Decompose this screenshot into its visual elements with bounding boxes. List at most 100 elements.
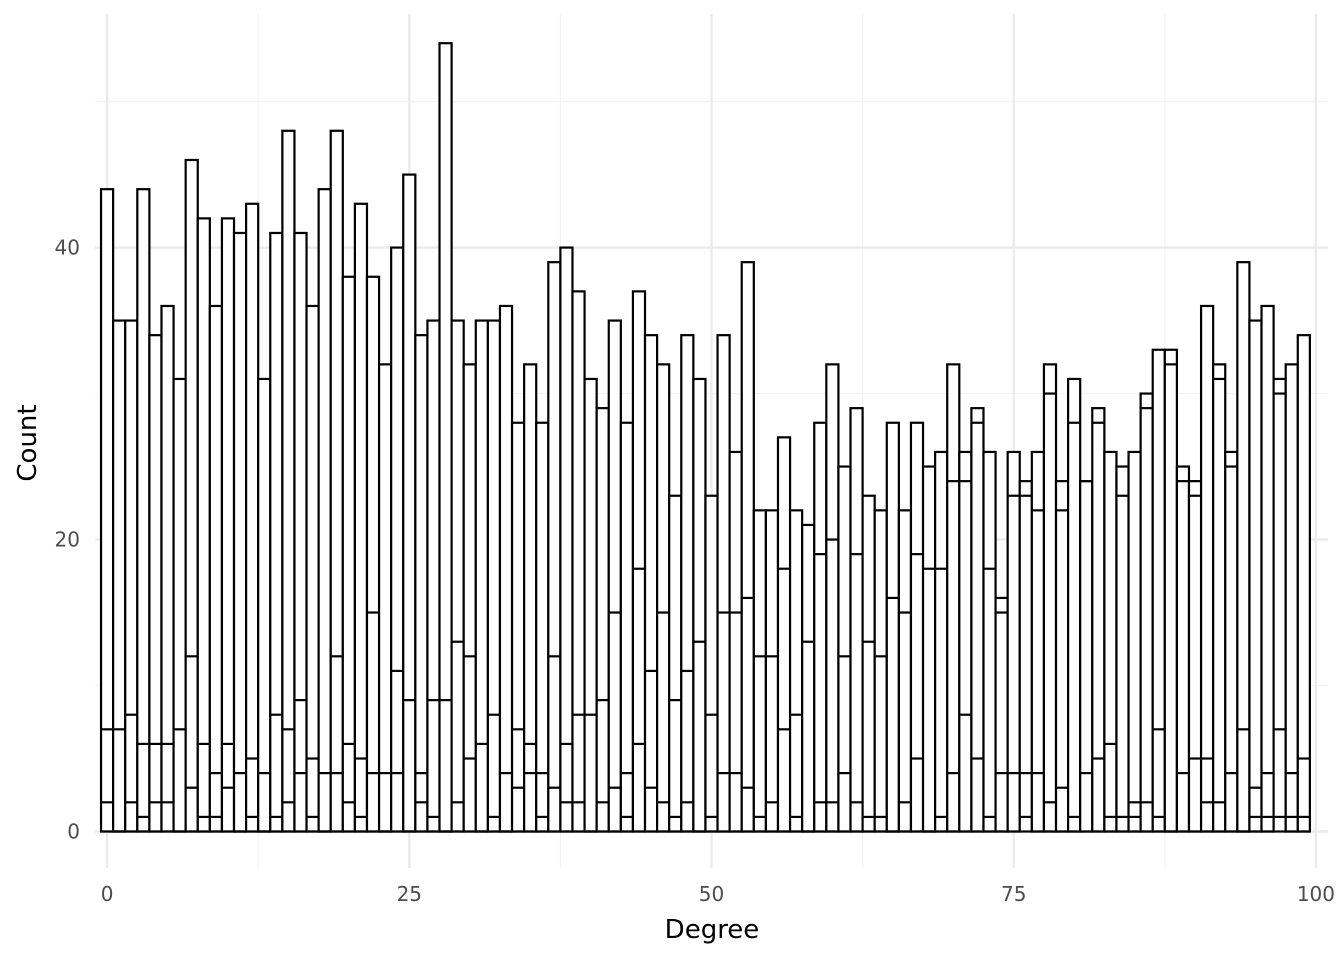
histogram-bin xyxy=(341,275,356,833)
histogram-bin xyxy=(583,377,598,833)
histogram-bar xyxy=(631,290,647,833)
histogram-bar xyxy=(849,407,864,833)
histogram-bin xyxy=(1103,450,1118,833)
histogram-bar xyxy=(232,231,248,833)
y-tick-label: 0 xyxy=(67,820,80,844)
histogram-bar xyxy=(136,188,151,833)
histogram-bin xyxy=(535,421,550,833)
histogram-bin xyxy=(752,509,767,833)
histogram-bin xyxy=(510,421,526,833)
histogram-bin xyxy=(571,290,586,833)
histogram-bar xyxy=(184,158,199,833)
histogram-bin xyxy=(788,509,804,833)
histogram-bar xyxy=(1212,363,1227,833)
histogram-bar xyxy=(281,129,296,833)
histogram-bin xyxy=(946,363,961,833)
histogram-bar xyxy=(208,304,224,833)
histogram-bar xyxy=(934,450,949,833)
histogram-bar xyxy=(341,275,356,833)
histogram-bar xyxy=(450,319,465,833)
histogram-bar xyxy=(402,173,417,833)
histogram-bar xyxy=(293,231,308,833)
histogram-bar xyxy=(257,377,272,833)
x-axis-title: Degree xyxy=(665,915,760,945)
histogram-bar xyxy=(329,129,344,833)
histogram-bin xyxy=(970,407,985,833)
histogram-bar xyxy=(377,363,393,833)
histogram-bar xyxy=(317,188,332,833)
histogram-bar xyxy=(801,523,816,833)
histogram-bin xyxy=(813,421,828,833)
histogram-bar xyxy=(220,217,236,833)
histogram-bar xyxy=(813,421,828,833)
histogram-bar xyxy=(245,202,260,833)
histogram-bar xyxy=(1030,450,1046,833)
histogram-bar xyxy=(438,42,453,833)
x-tick-label: 50 xyxy=(699,882,724,906)
histogram-bar xyxy=(1187,480,1203,833)
histogram-bin xyxy=(958,450,973,833)
histogram-bin xyxy=(390,246,405,833)
histogram-bin xyxy=(1054,480,1070,833)
histogram-bar xyxy=(619,421,635,833)
histogram-bin xyxy=(704,494,719,833)
histogram-bin xyxy=(668,494,683,833)
histogram-bin xyxy=(607,319,622,833)
histogram-bar xyxy=(547,261,562,833)
histogram-bar xyxy=(897,509,913,833)
histogram-bin xyxy=(1163,348,1178,833)
histogram-bin xyxy=(172,377,187,833)
histogram-bin xyxy=(1067,377,1082,833)
histogram-bar xyxy=(1054,480,1070,833)
histogram-bin xyxy=(680,334,695,833)
histogram-bar xyxy=(1236,261,1251,833)
histogram-bar xyxy=(353,202,369,833)
histogram-bar xyxy=(172,377,187,833)
histogram-bar xyxy=(1079,480,1094,833)
histogram-bin xyxy=(257,377,272,833)
histogram-bar xyxy=(571,290,586,833)
histogram-bar xyxy=(1042,363,1058,833)
histogram-bar xyxy=(1067,377,1082,833)
histogram-bar xyxy=(148,334,163,833)
histogram-bin xyxy=(1018,480,1033,833)
histogram-bar xyxy=(994,596,1009,833)
histogram-bin xyxy=(619,421,635,833)
histogram-bar xyxy=(728,450,743,833)
histogram-bar xyxy=(474,319,489,833)
histogram-bin xyxy=(740,261,755,833)
histogram-bar xyxy=(160,304,175,833)
histogram-bar xyxy=(825,363,840,833)
histogram-bar xyxy=(740,261,755,833)
histogram-bin xyxy=(486,319,502,833)
histogram-bin xyxy=(462,363,477,833)
histogram-bar xyxy=(982,450,997,833)
histogram-bin xyxy=(196,217,211,833)
histogram-bar xyxy=(365,275,381,833)
histogram-bin xyxy=(208,304,224,833)
histogram-bar xyxy=(583,377,598,833)
histogram-bar xyxy=(1091,407,1106,833)
histogram-bin xyxy=(498,304,514,833)
histogram-bin xyxy=(631,290,647,833)
histogram-bar xyxy=(305,304,320,833)
x-tick-label: 0 xyxy=(101,882,114,906)
histogram-bin xyxy=(1091,407,1106,833)
histogram-bin xyxy=(728,450,743,833)
histogram-bin xyxy=(269,231,284,833)
histogram-bar xyxy=(1115,465,1130,833)
histogram-bar xyxy=(643,334,659,833)
histogram-bar xyxy=(921,465,937,833)
histogram-bar xyxy=(656,363,671,833)
histogram-bin xyxy=(1224,450,1239,833)
histogram-bar xyxy=(1151,348,1166,833)
histogram-bar xyxy=(970,407,985,833)
histogram-bar xyxy=(837,465,852,833)
histogram-bar xyxy=(680,334,695,833)
histogram-bar xyxy=(909,421,925,833)
histogram-bin xyxy=(921,465,937,833)
histogram-bin xyxy=(1212,363,1227,833)
histogram-bin xyxy=(656,363,671,833)
histogram-bar xyxy=(788,509,804,833)
